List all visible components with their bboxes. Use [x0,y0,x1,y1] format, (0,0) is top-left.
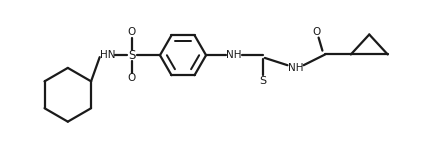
Text: O: O [127,73,136,83]
Text: O: O [311,27,320,37]
Text: O: O [127,27,136,37]
Text: HN: HN [99,50,115,60]
Text: S: S [258,76,265,86]
Text: NH: NH [287,63,303,73]
Text: S: S [128,49,135,62]
Text: NH: NH [226,50,241,60]
